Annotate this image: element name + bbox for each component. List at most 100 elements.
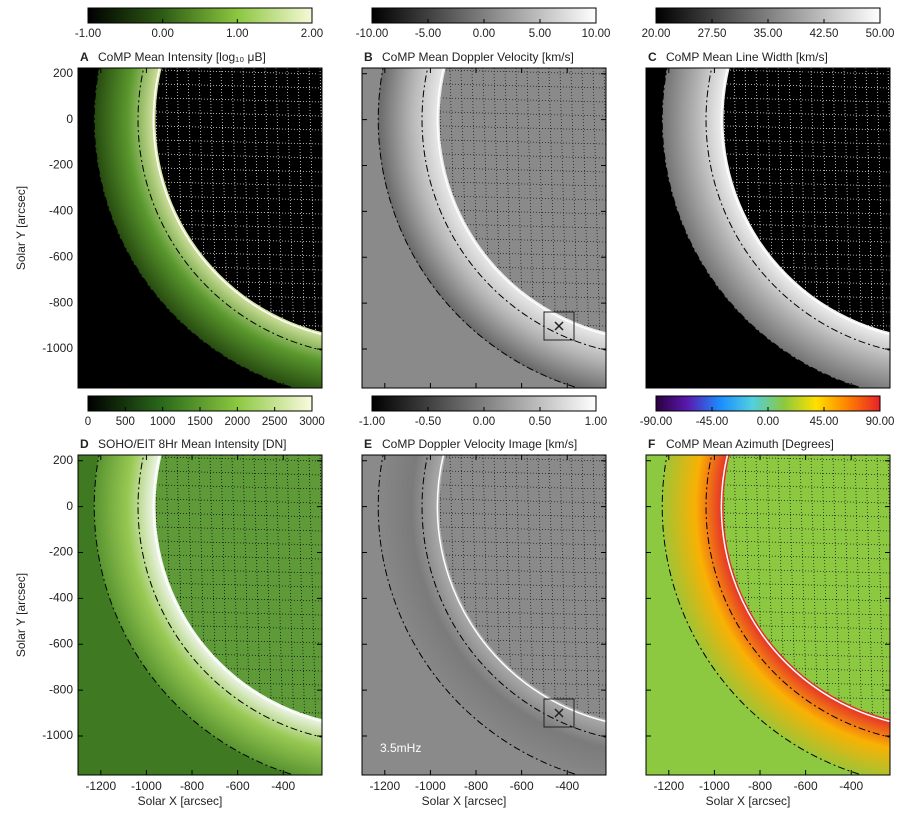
panel-title: CoMP Mean Doppler Velocity [km/s] (382, 50, 574, 64)
limb (720, 455, 890, 723)
y-tick-label: 0 (66, 499, 73, 513)
x-tick-label: -1000 (415, 779, 446, 793)
image-frame (645, 67, 891, 389)
x-tick-label: -400 (271, 779, 295, 793)
y-tick-label: -1000 (42, 728, 73, 742)
colorbar-tick-label: 10.00 (582, 28, 611, 40)
panel-title: CoMP Mean Intensity [log₁₀ μB] (98, 50, 266, 64)
y-tick-label: -200 (49, 545, 73, 559)
colorbar-tick-label: 1.00 (226, 28, 248, 40)
colorbar-tick-label: 5.00 (529, 28, 551, 40)
disk-grid-line (331, 68, 339, 388)
colorbar (87, 7, 313, 24)
y-tick-label: -200 (49, 158, 73, 172)
x-tick-label: -400 (839, 779, 863, 793)
colorbar-tick-label: 1000 (150, 416, 176, 428)
y-tick-label: -1000 (42, 341, 73, 355)
colorbar-tick-label: -90.00 (640, 416, 673, 428)
colorbar-tick-label: 0 (85, 416, 91, 428)
image (362, 455, 623, 775)
colorbar-tick-label: 35.00 (754, 28, 783, 40)
x-axis-label: Solar X [arcsec] (422, 794, 507, 808)
solar-disk (439, 68, 606, 333)
box (543, 311, 575, 341)
limb (152, 455, 322, 723)
x-tick-label: -600 (226, 779, 250, 793)
colorbar-tick-label: 0.00 (151, 28, 173, 40)
solar-disk (723, 68, 890, 333)
x-tick-label: -600 (510, 779, 534, 793)
colorbar-tick-label: 2000 (225, 416, 251, 428)
x-tick-label: -1200 (369, 779, 400, 793)
y-axis-label: Solar Y [arcsec] (14, 186, 28, 270)
x-tick-label: -800 (464, 779, 488, 793)
colorbar-tick-label: -1.00 (75, 28, 101, 40)
colorbar-tick-label: 2.00 (301, 28, 323, 40)
panel-title: CoMP Mean Azimuth [Degrees] (666, 437, 834, 451)
panel: 20.00 27.50 35.00 42.50 50.00 C CoMP Mean Line… (642, 7, 906, 396)
x-tick-label: -1200 (85, 779, 116, 793)
x-tick-label: -1000 (699, 779, 730, 793)
colorbar-tick-label: -0.50 (415, 416, 441, 428)
image (78, 68, 339, 396)
panel-letter: D (80, 437, 89, 451)
y-tick-label: -400 (49, 591, 73, 605)
x-tick-label: -600 (794, 779, 818, 793)
panel: -10.00 -5.00 0.00 5.00 10.00 B CoMP Mean Doppl… (356, 7, 623, 396)
colorbar-tick-label: 1500 (187, 416, 213, 428)
colorbar-tick-label: -5.00 (415, 28, 441, 40)
panel-title: SOHO/EIT 8Hr Mean Intensity [DN] (98, 437, 287, 451)
panel-letter: F (648, 437, 655, 451)
disk-grid-line (331, 455, 339, 775)
image (78, 455, 339, 775)
colorbar-tick-label: -10.00 (356, 28, 389, 40)
disk-grid-line (615, 455, 623, 775)
colorbar-tick-label: 0.00 (473, 28, 495, 40)
disk-grid-line (899, 68, 906, 388)
panel-title: CoMP Doppler Velocity Image [km/s] (382, 437, 577, 451)
disk-grid-line (615, 68, 623, 388)
solar-disk (723, 455, 890, 720)
x-tick-label: -800 (748, 779, 772, 793)
limb (436, 68, 606, 336)
panel: -1.00 0.00 1.00 2.00 A CoMP Mean Intensity [l… (14, 7, 339, 396)
x-axis-label: Solar X [arcsec] (138, 794, 223, 808)
limb (436, 455, 606, 723)
y-tick-label: 200 (53, 66, 73, 80)
disk-grid-line (362, 390, 606, 396)
y-tick-label: 0 (66, 112, 73, 126)
disk-grid-line (646, 390, 890, 396)
y-tick-label: -800 (49, 295, 73, 309)
limb (152, 68, 322, 336)
panel-letter: B (364, 50, 373, 64)
x-axis-label: Solar X [arcsec] (706, 794, 791, 808)
solar-disk (155, 455, 322, 720)
colorbar-tick-label: 20.00 (642, 28, 671, 40)
x-tick-label: -400 (555, 779, 579, 793)
colorbar-tick-label: 50.00 (866, 28, 895, 40)
image (646, 455, 906, 775)
image-frame (77, 454, 323, 776)
annotation: 3.5mHz (380, 741, 421, 755)
disk-grid-line (899, 455, 906, 775)
image-frame (361, 67, 607, 389)
disk-grid-line (78, 390, 322, 396)
colorbar-tick-label: 500 (116, 416, 135, 428)
colorbar-tick-label: 0.00 (757, 416, 779, 428)
colorbar-tick-label: -45.00 (696, 416, 729, 428)
panel-letter: A (80, 50, 89, 64)
box (543, 698, 575, 728)
panel: -90.00 -45.00 0.00 45.00 90.00 F CoMP Mean Azi… (640, 395, 906, 808)
y-tick-label: -600 (49, 249, 73, 263)
colorbar-tick-label: 3000 (299, 416, 325, 428)
colorbar-tick-label: 0.50 (529, 416, 551, 428)
colorbar-tick-label: 42.50 (810, 28, 839, 40)
colorbar-tick-label: 27.50 (698, 28, 727, 40)
x-tick-label: -1200 (653, 779, 684, 793)
y-tick-label: -600 (49, 636, 73, 650)
x-marker (554, 708, 564, 718)
panel-letter: E (364, 437, 372, 451)
x-marker (554, 321, 564, 331)
